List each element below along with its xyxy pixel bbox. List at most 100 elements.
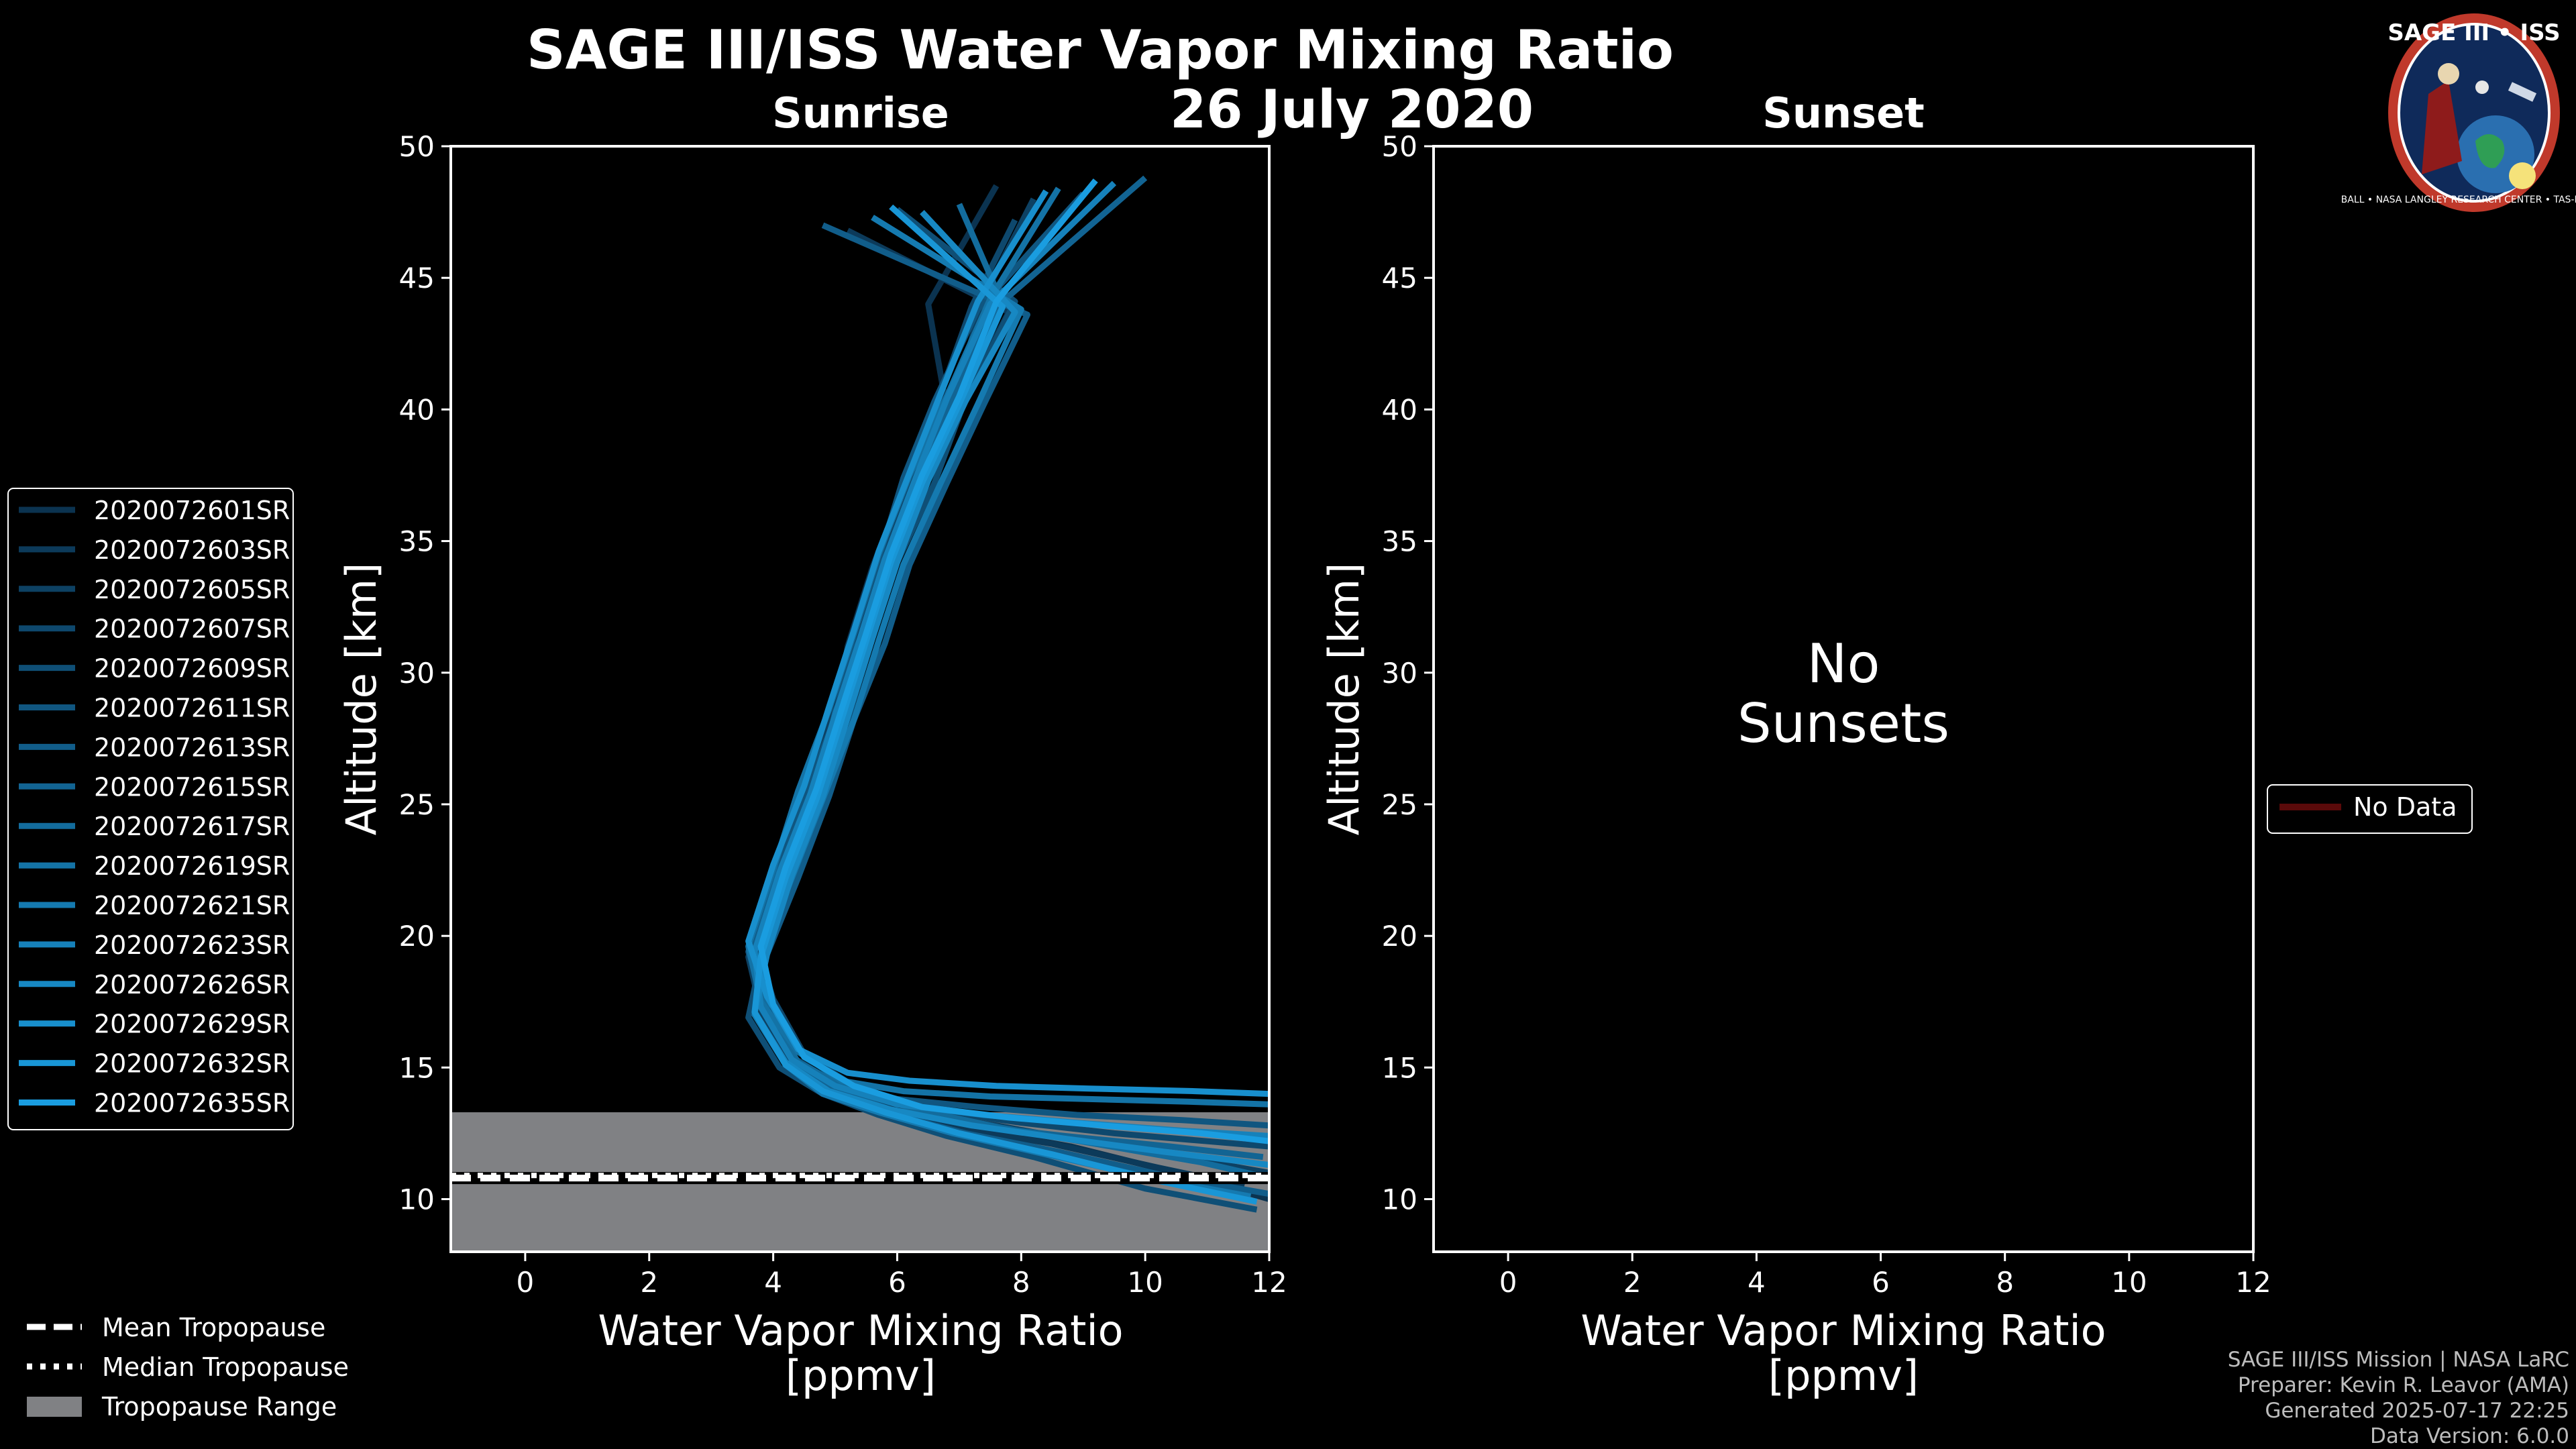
figure-title: SAGE III/ISS Water Vapor Mixing Ratio	[527, 19, 1674, 81]
sunrise-profiles	[745, 175, 1269, 1213]
legend-label-2020072613SR: 2020072613SR	[94, 733, 290, 762]
sunrise-xtick-label: 2	[640, 1266, 658, 1299]
footer-generated: Generated 2025-07-17 22:25	[2265, 1399, 2569, 1423]
sage-iii-iss-logo: SAGE III • ISS BALL • NASA LANGLEY RESEA…	[2341, 13, 2576, 212]
profile-2020072635SR	[757, 178, 1269, 1144]
legend-label-2020072619SR: 2020072619SR	[94, 851, 290, 881]
legend-label-2020072635SR: 2020072635SR	[94, 1089, 290, 1118]
sunset-xlabel-line1: Water Vapor Mixing Ratio	[1580, 1306, 2106, 1355]
sunset-ytick-label: 20	[1382, 920, 1417, 953]
profile-2020072632SR	[751, 204, 1258, 1205]
legend-label-2020072605SR: 2020072605SR	[94, 575, 290, 604]
legend-label-2020072623SR: 2020072623SR	[94, 930, 290, 960]
sunrise-ytick-label: 25	[399, 788, 435, 821]
sunrise-xtick-label: 4	[764, 1266, 782, 1299]
sunrise-ytick-label: 45	[399, 262, 435, 294]
no-data-label: No Data	[2353, 792, 2457, 822]
sunrise-y-ticks: 10 15 20 25 30 35 40 45 50	[399, 130, 451, 1216]
footer-preparer: Preparer: Kevin R. Leavor (AMA)	[2238, 1373, 2569, 1397]
sunset-xtick-label: 0	[1499, 1266, 1517, 1299]
legend-label-2020072629SR: 2020072629SR	[94, 1010, 290, 1039]
sunset-ytick-label: 35	[1382, 525, 1417, 558]
tropopause-legend: Mean Tropopause Median Tropopause Tropop…	[27, 1313, 349, 1421]
sunrise-ytick-label: 10	[399, 1183, 435, 1216]
sunrise-ytick-label: 30	[399, 657, 435, 690]
profile-2020072629SR	[745, 189, 1269, 1097]
mean-tropopause-label: Mean Tropopause	[102, 1313, 325, 1342]
sunset-ytick-label: 40	[1382, 393, 1417, 426]
sunrise-plot-frame	[449, 145, 1271, 1253]
sunrise-legend-box	[7, 488, 294, 1130]
sunset-xtick-label: 2	[1623, 1266, 1642, 1299]
sunrise-xtick-label: 8	[1012, 1266, 1030, 1299]
sunset-xtick-label: 8	[1996, 1266, 2014, 1299]
sunrise-xlabel-line1: Water Vapor Mixing Ratio	[598, 1306, 1123, 1355]
footer-mission: SAGE III/ISS Mission | NASA LaRC	[2228, 1348, 2569, 1372]
sunset-xtick-label: 4	[1748, 1266, 1766, 1299]
sunrise-xtick-label: 6	[888, 1266, 906, 1299]
logo-title-text: SAGE III • ISS	[2387, 19, 2560, 46]
sunrise-xlabel-line2: [ppmv]	[786, 1351, 936, 1400]
sunrise-xtick-label: 12	[1251, 1266, 1287, 1299]
legend-label-2020072607SR: 2020072607SR	[94, 614, 290, 644]
legend-label-2020072609SR: 2020072609SR	[94, 654, 290, 684]
sunset-panel-title: Sunset	[1762, 89, 1925, 138]
logo-sun-icon	[2509, 162, 2536, 189]
figure-date: 26 July 2020	[1170, 80, 1534, 140]
sunset-ylabel: Altitude [km]	[1320, 563, 1368, 836]
sunset-xtick-label: 12	[2235, 1266, 2271, 1299]
sunrise-legend-entries: 2020072601SR 2020072603SR 2020072605SR 2020…	[19, 496, 290, 1118]
tropopause-range-swatch	[27, 1397, 82, 1417]
sunset-x-ticks: 0 2 4 6 8 10 12	[1499, 1252, 2271, 1299]
profile-2020072607SR	[751, 218, 1269, 1150]
legend-label-2020072626SR: 2020072626SR	[94, 970, 290, 1000]
legend-label-2020072603SR: 2020072603SR	[94, 535, 290, 565]
no-sunsets-line2: Sunsets	[1737, 692, 1949, 755]
sunset-plot: 0 2 4 6 8 10 12 10 15 20 25 30 35 40 45 50 No Sunsets	[1382, 130, 2271, 1299]
logo-moon-icon	[2475, 80, 2489, 94]
sunrise-x-ticks: 0 2 4 6 8 10 12	[517, 1252, 1287, 1299]
sunset-xlabel-line2: [ppmv]	[1768, 1351, 1919, 1400]
sunrise-xtick-label: 0	[517, 1266, 535, 1299]
sunset-xtick-label: 6	[1872, 1266, 1890, 1299]
profile-2020072605SR	[745, 197, 1269, 1176]
sunrise-ytick-label: 35	[399, 525, 435, 558]
sunset-ytick-label: 25	[1382, 788, 1417, 821]
sunrise-ytick-label: 15	[399, 1051, 435, 1084]
sunset-ytick-label: 10	[1382, 1183, 1417, 1216]
sunrise-legend: 2020072601SR 2020072603SR 2020072605SR 2020…	[7, 488, 294, 1130]
footer-credits: SAGE III/ISS Mission | NASA LaRC Prepare…	[2228, 1348, 2569, 1448]
logo-station-icon	[2508, 82, 2537, 102]
sunset-ytick-label: 50	[1382, 130, 1417, 163]
sunset-ytick-label: 30	[1382, 657, 1417, 690]
logo-continent-icon	[2475, 134, 2505, 168]
legend-label-2020072601SR: 2020072601SR	[94, 496, 290, 525]
legend-label-2020072617SR: 2020072617SR	[94, 812, 290, 841]
sunrise-panel-title: Sunrise	[772, 89, 949, 138]
no-sunsets-line1: No	[1807, 633, 1880, 695]
footer-data-version: Data Version: 6.0.0	[2370, 1424, 2569, 1448]
tropopause-range-label: Tropopause Range	[101, 1392, 337, 1421]
sunrise-ytick-label: 50	[399, 130, 435, 163]
sunrise-ytick-label: 20	[399, 920, 435, 953]
median-tropopause-label: Median Tropopause	[102, 1352, 349, 1382]
legend-label-2020072615SR: 2020072615SR	[94, 772, 290, 802]
sunset-ytick-label: 45	[1382, 262, 1417, 294]
sunrise-plot: 0 2 4 6 8 10 12 10 15 20 25 30 35 40 45 50	[399, 130, 1287, 1299]
sunset-xtick-label: 10	[2111, 1266, 2147, 1299]
logo-ring-text: BALL • NASA LANGLEY RESEARCH CENTER • TA…	[2341, 195, 2576, 205]
sunset-y-ticks: 10 15 20 25 30 35 40 45 50	[1382, 130, 1434, 1216]
sunrise-ylabel: Altitude [km]	[337, 563, 386, 836]
logo-head-icon	[2438, 63, 2459, 85]
sunrise-ytick-label: 40	[399, 393, 435, 426]
legend-label-2020072611SR: 2020072611SR	[94, 694, 290, 723]
sunset-ytick-label: 15	[1382, 1051, 1417, 1084]
legend-label-2020072632SR: 2020072632SR	[94, 1049, 290, 1079]
sunrise-xtick-label: 10	[1127, 1266, 1163, 1299]
sunset-legend-box	[2267, 784, 2473, 834]
sunset-plot-frame	[1432, 145, 2255, 1253]
profile-2020072626SR	[751, 210, 1269, 1168]
legend-label-2020072621SR: 2020072621SR	[94, 891, 290, 920]
sunset-legend: No Data	[2267, 784, 2473, 834]
